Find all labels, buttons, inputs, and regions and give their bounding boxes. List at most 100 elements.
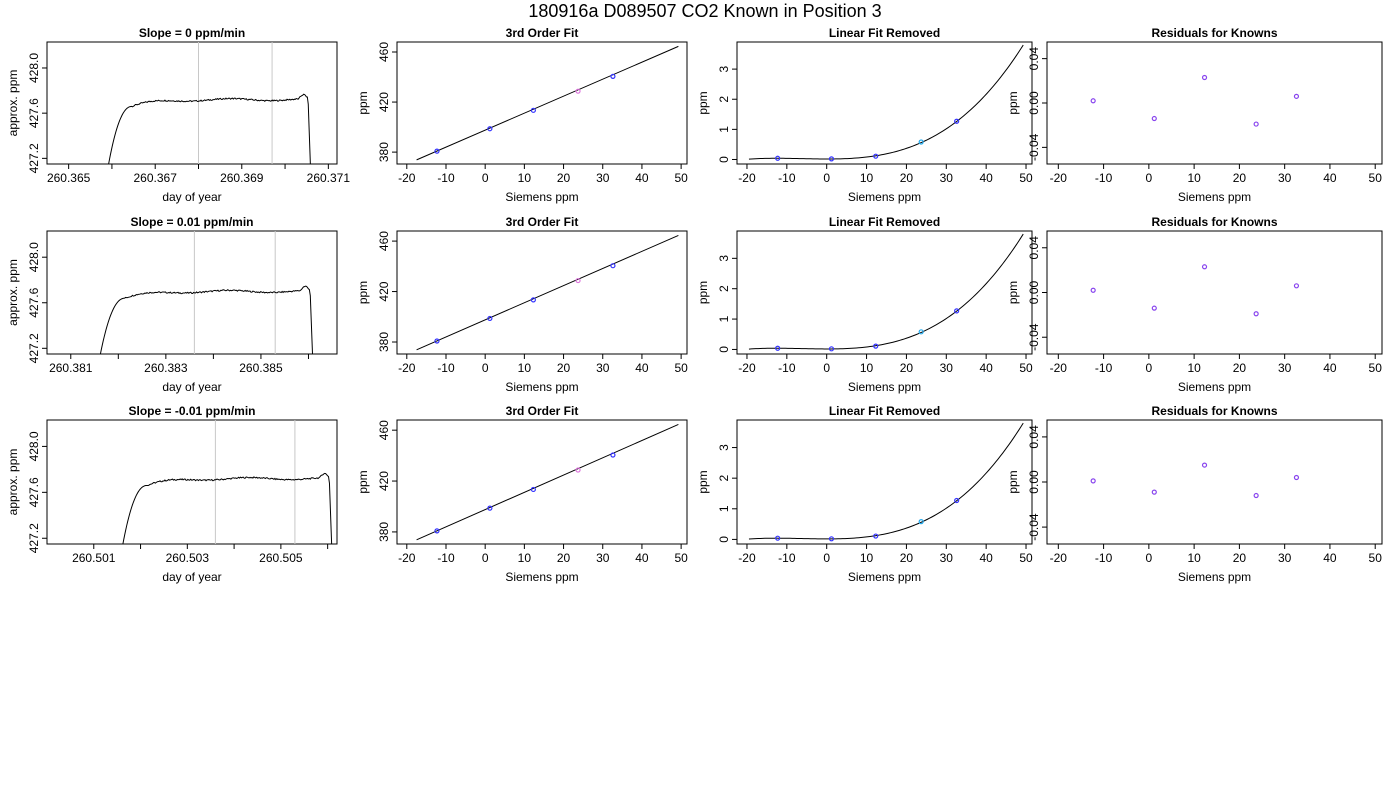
x-tick-label: 260.385 bbox=[239, 361, 283, 375]
x-axis-label: Siemens ppm bbox=[505, 570, 578, 584]
panel-title: Slope = 0.01 ppm/min bbox=[130, 215, 253, 229]
panel-r2-c3: Linear Fit Removed -20 -10 0 10 20 30 40 50 0 1 2 3 S… bbox=[696, 215, 1033, 394]
x-tick-label: -20 bbox=[738, 551, 756, 565]
fit-line bbox=[416, 45, 679, 161]
x-tick-label: -10 bbox=[1095, 171, 1113, 185]
panel-r1-c2: 3rd Order Fit -20 -10 0 10 20 30 40 50 380 420 460 S… bbox=[356, 26, 688, 204]
x-tick-label: -20 bbox=[1050, 171, 1068, 185]
x-axis-label: Siemens ppm bbox=[848, 190, 921, 204]
data-point bbox=[487, 126, 493, 132]
x-tick-label: -20 bbox=[1050, 361, 1068, 375]
data-point bbox=[530, 486, 536, 493]
x-tick-label: 10 bbox=[1187, 171, 1201, 185]
x-tick-label: -10 bbox=[778, 361, 796, 375]
panel-r1-c3: Linear Fit Removed -20 -10 0 10 20 30 40 50 0 1 2 3 S… bbox=[696, 26, 1033, 204]
figure-title: 180916a D089507 CO2 Known in Position 3 bbox=[528, 1, 881, 21]
y-axis-label: ppm bbox=[356, 470, 370, 493]
x-tick-label: 50 bbox=[1369, 361, 1383, 375]
y-tick-label: 380 bbox=[377, 522, 391, 542]
plot-frame bbox=[396, 419, 688, 545]
x-tick-label: -20 bbox=[398, 361, 416, 375]
x-tick-label: 40 bbox=[979, 551, 993, 565]
data-point bbox=[1201, 264, 1208, 270]
plot-frame bbox=[396, 41, 688, 165]
panel-r2-c1: Slope = 0.01 ppm/min 260.381 260.383 260.38… bbox=[6, 215, 338, 394]
x-tick-label: 30 bbox=[596, 171, 610, 185]
x-tick-label: 10 bbox=[518, 551, 532, 565]
plot-frame bbox=[46, 230, 338, 355]
x-tick-label: 10 bbox=[860, 551, 874, 565]
data-point bbox=[873, 343, 879, 349]
panel-r2-c2: 3rd Order Fit -20 -10 0 10 20 30 40 50 380 420 460 S… bbox=[356, 215, 688, 394]
x-axis-label: day of year bbox=[162, 190, 221, 204]
y-tick-label: 1 bbox=[717, 126, 731, 133]
y-axis-label: ppm bbox=[356, 281, 370, 304]
y-tick-label: 428.0 bbox=[27, 431, 41, 461]
data-point bbox=[828, 346, 835, 352]
plot-data bbox=[122, 420, 333, 544]
data-point bbox=[954, 308, 960, 314]
panel-title: 3rd Order Fit bbox=[506, 215, 579, 229]
panel-grid: Slope = 0 ppm/min 260.365 260.367 260.369 26… bbox=[6, 26, 1383, 584]
x-axis-label: day of year bbox=[162, 570, 221, 584]
y-tick-label: 460 bbox=[377, 231, 391, 251]
x-tick-label: 260.503 bbox=[166, 551, 210, 565]
y-tick-label: 0.04 bbox=[1027, 425, 1041, 449]
x-tick-label: -10 bbox=[437, 551, 455, 565]
x-tick-label: 30 bbox=[940, 361, 954, 375]
x-tick-label: 20 bbox=[557, 551, 571, 565]
panel-r3-c2: 3rd Order Fit -20 -10 0 10 20 30 40 50 380 420 460 S… bbox=[356, 404, 688, 584]
data-point bbox=[918, 329, 924, 335]
data-point bbox=[1151, 489, 1157, 495]
trace-line bbox=[99, 285, 314, 354]
data-point bbox=[873, 533, 879, 539]
x-tick-label: 40 bbox=[635, 551, 649, 565]
x-axis-label: Siemens ppm bbox=[1178, 570, 1251, 584]
y-tick-label: 0.00 bbox=[1027, 91, 1041, 115]
plot-data bbox=[1090, 74, 1300, 127]
data-point bbox=[1293, 93, 1300, 99]
y-tick-label: 380 bbox=[377, 142, 391, 162]
plot-frame bbox=[1046, 230, 1383, 355]
x-tick-label: -20 bbox=[738, 361, 756, 375]
x-tick-label: 20 bbox=[1233, 551, 1247, 565]
y-tick-label: 0.00 bbox=[1027, 280, 1041, 304]
x-tick-label: 30 bbox=[1278, 361, 1292, 375]
x-tick-label: 0 bbox=[482, 551, 489, 565]
x-tick-label: 20 bbox=[1233, 171, 1247, 185]
x-tick-label: -10 bbox=[1095, 361, 1113, 375]
y-tick-label: 0.00 bbox=[1027, 470, 1041, 494]
plot-data bbox=[99, 231, 314, 354]
panel-title: Slope = -0.01 ppm/min bbox=[128, 404, 255, 418]
x-axis-label: Siemens ppm bbox=[505, 380, 578, 394]
x-tick-label: 40 bbox=[1323, 361, 1337, 375]
data-point bbox=[434, 148, 440, 154]
trace-line bbox=[108, 93, 311, 164]
x-tick-label: 260.383 bbox=[144, 361, 188, 375]
x-tick-label: 20 bbox=[557, 361, 571, 375]
fit-curve bbox=[748, 422, 1024, 540]
plot-data bbox=[416, 423, 679, 541]
y-tick-label: 427.6 bbox=[27, 98, 41, 128]
y-tick-label: 427.2 bbox=[27, 333, 41, 363]
x-tick-label: 260.501 bbox=[72, 551, 116, 565]
y-axis-label: approx. ppm bbox=[6, 449, 20, 516]
x-tick-label: 30 bbox=[1278, 551, 1292, 565]
data-point bbox=[530, 107, 536, 113]
panel-title: Residuals for Knowns bbox=[1151, 404, 1277, 418]
plot-data bbox=[108, 42, 311, 164]
x-tick-label: 0 bbox=[1146, 551, 1153, 565]
x-tick-label: 0 bbox=[1146, 171, 1153, 185]
panel-r3-c4: Residuals for Knowns -20 -10 0 10 20 30 40 50 -0.… bbox=[1006, 404, 1383, 584]
y-tick-label: 2 bbox=[717, 285, 731, 292]
x-tick-label: 10 bbox=[518, 171, 532, 185]
x-axis-label: Siemens ppm bbox=[505, 190, 578, 204]
x-tick-label: 50 bbox=[674, 361, 688, 375]
x-tick-label: 260.381 bbox=[49, 361, 93, 375]
x-tick-label: 30 bbox=[940, 551, 954, 565]
plot-data bbox=[748, 422, 1024, 542]
x-tick-label: 20 bbox=[557, 171, 571, 185]
y-tick-label: 427.6 bbox=[27, 477, 41, 507]
